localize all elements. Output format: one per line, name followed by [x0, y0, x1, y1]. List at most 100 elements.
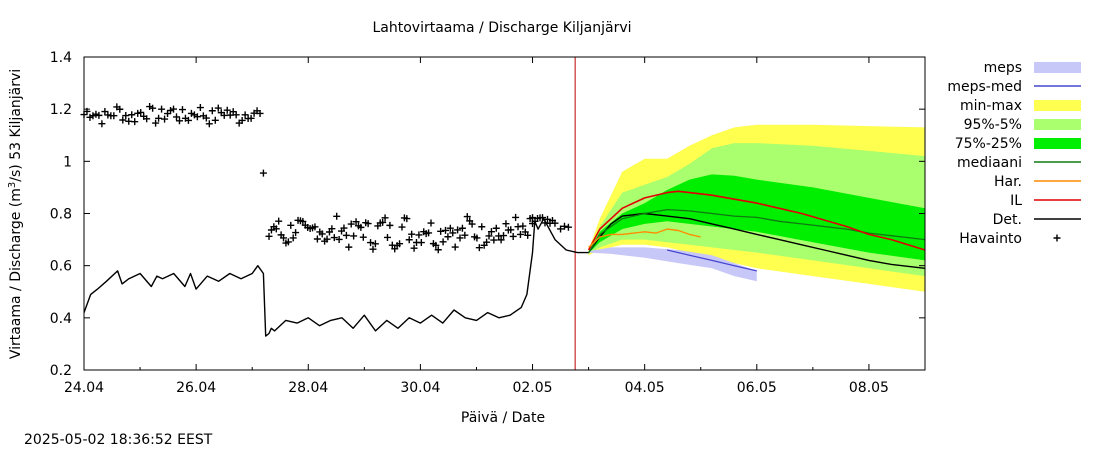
band-meps	[588, 247, 757, 282]
observation-point	[265, 232, 273, 240]
observation-point	[439, 238, 447, 246]
observation-point	[350, 232, 358, 240]
observation-point	[289, 234, 297, 242]
observation-point	[468, 220, 476, 228]
y-tick-label: 0.4	[50, 311, 72, 327]
observation-point	[122, 112, 130, 120]
observation-point	[357, 223, 365, 231]
observation-point	[551, 219, 559, 227]
legend-swatch	[1034, 100, 1081, 111]
observation-point	[128, 111, 136, 119]
observation-point	[292, 229, 300, 237]
observation-point	[367, 239, 375, 247]
observation-point	[214, 104, 222, 112]
x-tick-label: 26.04	[176, 380, 216, 396]
observation-point	[211, 116, 219, 124]
observation-point	[158, 105, 166, 113]
observation-point	[557, 225, 565, 233]
y-axis: 0.2 0.4 0.6 0.8 1 1.2 1.4	[50, 50, 925, 379]
observation-point	[524, 231, 532, 239]
observation-point	[125, 117, 133, 125]
y-tick-label: 1.4	[50, 50, 72, 66]
observation-point	[143, 115, 151, 123]
y-tick-label: 1.2	[50, 102, 72, 118]
observation-point	[280, 234, 288, 242]
observation-point	[232, 111, 240, 119]
x-tick-label: 04.05	[625, 380, 665, 396]
observation-point	[328, 225, 336, 233]
observation-point	[381, 214, 389, 222]
observation-point	[539, 214, 547, 222]
observation-point	[408, 230, 416, 238]
observation-point	[364, 220, 372, 228]
observation-point	[449, 229, 457, 237]
observation-point	[509, 232, 517, 240]
observation-point	[347, 220, 355, 228]
observation-point	[456, 234, 464, 242]
observation-point	[323, 235, 331, 243]
observation-point	[175, 117, 183, 125]
observation-point	[502, 220, 510, 228]
legend-swatch	[1034, 138, 1081, 149]
observation-point	[313, 235, 321, 243]
legend-label: Havainto	[959, 231, 1022, 247]
x-axis: 24.04 26.04 28.04 30.04 02.05 04.05 06.05 08.05	[64, 57, 889, 396]
observation-point	[383, 233, 391, 241]
legend-label: 75%-25%	[955, 136, 1022, 152]
timestamp: 2025-05-02 18:36:52 EEST	[24, 432, 213, 448]
observation-point	[223, 106, 231, 114]
legend-swatch	[1034, 62, 1081, 73]
observation-point	[95, 111, 103, 119]
observation-point	[116, 105, 124, 113]
observation-point	[398, 223, 406, 231]
observation-point	[318, 230, 326, 238]
y-tick-label: 0.6	[50, 259, 72, 275]
observation-point	[437, 227, 445, 235]
observation-point	[205, 120, 213, 128]
observation-point	[427, 219, 435, 227]
observation-point	[396, 240, 404, 248]
legend-label: Har.	[994, 174, 1022, 190]
observation-point	[417, 239, 425, 247]
observation-point	[208, 107, 216, 115]
observation-point	[487, 228, 495, 236]
observation-point	[507, 226, 515, 234]
observation-point	[564, 223, 572, 231]
chart-title: Lahtovirtaama / Discharge Kiljanjärvi	[373, 20, 632, 36]
observation-point	[170, 105, 178, 113]
y-tick-label: 0.8	[50, 207, 72, 223]
y-axis-label: Virtaama / Discharge (m3/s) 53 Kiljanjär…	[7, 69, 25, 359]
observation-point	[500, 232, 508, 240]
legend: meps meps-med min-max 95%-5% 75%-25% mediaani…	[947, 60, 1081, 247]
observation-point	[178, 106, 186, 114]
observation-point	[311, 223, 319, 231]
observation-point	[272, 225, 280, 233]
legend-swatch	[1053, 234, 1061, 242]
observation-point	[463, 213, 471, 221]
observation-point	[238, 116, 246, 124]
observation-point	[560, 222, 568, 230]
observation-point	[543, 215, 551, 223]
plot-area	[80, 57, 926, 370]
observation-point	[371, 240, 379, 248]
observation-point	[386, 221, 394, 229]
series-har	[588, 228, 701, 248]
observation-point	[405, 236, 413, 244]
observation-point	[352, 218, 360, 226]
observation-point	[369, 245, 377, 253]
observation-point	[340, 224, 348, 232]
observation-point	[483, 238, 491, 246]
legend-label: meps-med	[947, 79, 1022, 95]
x-tick-label: 08.05	[849, 380, 889, 396]
series-mepsmed	[666, 249, 757, 272]
observation-point	[432, 241, 440, 249]
observation-point	[335, 235, 343, 243]
observation-point	[403, 215, 411, 223]
observation-point	[202, 114, 210, 122]
observation-point	[442, 226, 450, 234]
series-il	[587, 190, 926, 251]
x-axis-label: Päivä / Date	[461, 410, 545, 426]
observation-point	[497, 236, 505, 244]
legend-label: meps	[984, 60, 1022, 76]
